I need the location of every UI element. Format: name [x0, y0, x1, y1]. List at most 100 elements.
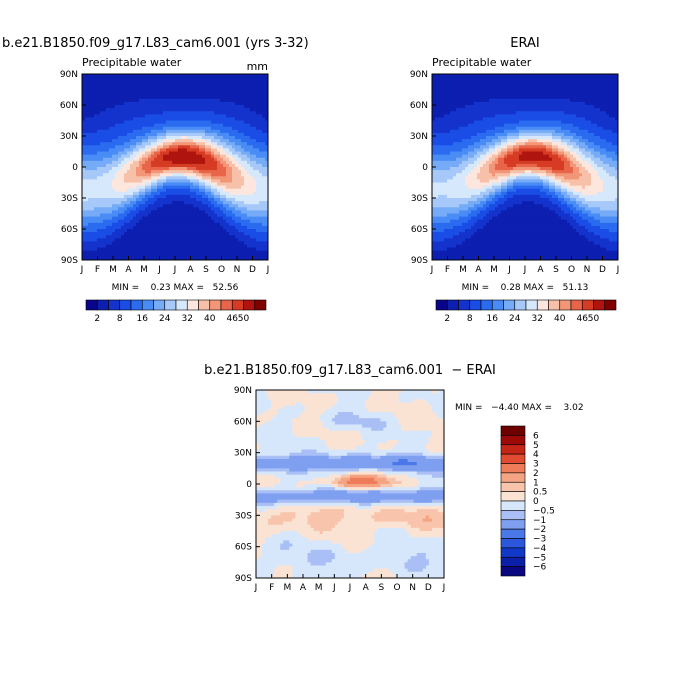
field-cell: [127, 142, 131, 146]
field-cell: [190, 201, 194, 205]
field-cell: [486, 105, 490, 109]
field-cell: [256, 95, 260, 100]
field-cell: [166, 123, 170, 128]
field-cell: [103, 77, 107, 81]
field-cell: [471, 95, 475, 100]
field-cell: [205, 77, 209, 81]
field-cell: [265, 244, 268, 249]
field-cell: [229, 117, 233, 122]
field-cell: [489, 176, 493, 180]
field-cell: [202, 163, 206, 168]
field-cell: [193, 253, 197, 258]
field-cell: [247, 225, 251, 230]
field-cell: [217, 74, 221, 78]
field-cell: [456, 201, 460, 205]
field-cell: [465, 83, 469, 87]
field-cell: [456, 129, 460, 134]
x-tick-label: S: [203, 265, 209, 275]
field-cell: [118, 179, 122, 184]
field-cell: [438, 132, 442, 137]
field-cell: [265, 216, 268, 221]
field-cell: [247, 111, 251, 115]
field-cell: [450, 105, 454, 109]
field-cell: [175, 191, 179, 196]
field-cell: [121, 95, 125, 100]
field-cell: [477, 198, 481, 202]
field-cell: [235, 136, 239, 140]
field-cell: [435, 179, 439, 184]
field-cell: [259, 247, 263, 252]
field-cell: [453, 232, 457, 236]
field-cell: [223, 83, 227, 87]
field-cell: [193, 163, 197, 168]
field-cell: [127, 191, 131, 196]
field-cell: [199, 235, 203, 239]
field-cell: [85, 126, 89, 131]
field-cell: [106, 219, 110, 224]
field-cell: [444, 225, 448, 230]
field-cell: [118, 229, 122, 233]
field-cell: [145, 83, 149, 87]
field-cell: [178, 117, 182, 122]
field-cell: [232, 185, 236, 190]
field-cell: [250, 163, 254, 168]
field-cell: [489, 188, 493, 193]
field-cell: [94, 253, 98, 258]
field-cell: [82, 241, 86, 246]
field-cell: [235, 163, 239, 168]
field-cell: [450, 154, 454, 159]
field-cell: [465, 111, 469, 115]
field-cell: [133, 179, 137, 184]
field-cell: [435, 77, 439, 81]
field-cell: [118, 132, 122, 137]
field-cell: [202, 241, 206, 246]
field-cell: [444, 210, 448, 215]
field-cell: [444, 173, 448, 177]
field-cell: [241, 105, 245, 109]
field-cell: [211, 151, 215, 156]
field-cell: [109, 117, 113, 122]
field-cell: [160, 154, 164, 159]
field-cell: [133, 216, 137, 221]
field-cell: [103, 167, 107, 171]
field-cell: [202, 176, 206, 180]
field-cell: [154, 117, 158, 122]
field-cell: [187, 210, 191, 215]
field-cell: [471, 120, 475, 125]
field-cell: [136, 80, 140, 84]
field-cell: [91, 139, 95, 143]
field-cell: [211, 253, 215, 258]
field-cell: [444, 123, 448, 128]
field-cell: [262, 77, 266, 81]
field-cell: [112, 80, 116, 84]
field-cell: [85, 129, 89, 134]
field-cell: [235, 247, 239, 252]
field-cell: [163, 126, 167, 131]
field-cell: [196, 111, 200, 115]
field-cell: [193, 235, 197, 239]
field-cell: [214, 101, 218, 106]
field-cell: [456, 139, 460, 143]
field-cell: [136, 188, 140, 193]
field-cell: [441, 114, 445, 118]
field-cell: [223, 80, 227, 84]
field-cell: [447, 229, 451, 233]
field-cell: [265, 194, 268, 199]
field-cell: [148, 176, 152, 180]
field-cell: [477, 139, 481, 143]
field-cell: [169, 154, 173, 159]
field-cell: [124, 74, 128, 78]
field-cell: [468, 136, 472, 140]
field-cell: [217, 219, 221, 224]
field-cell: [184, 74, 188, 78]
field-cell: [187, 256, 191, 260]
field-cell: [100, 145, 104, 149]
field-cell: [265, 167, 268, 171]
field-cell: [432, 74, 436, 78]
field-cell: [178, 225, 182, 230]
field-cell: [97, 139, 101, 143]
field-cell: [471, 216, 475, 221]
field-cell: [157, 194, 161, 199]
field-cell: [133, 182, 137, 187]
field-cell: [88, 101, 92, 106]
